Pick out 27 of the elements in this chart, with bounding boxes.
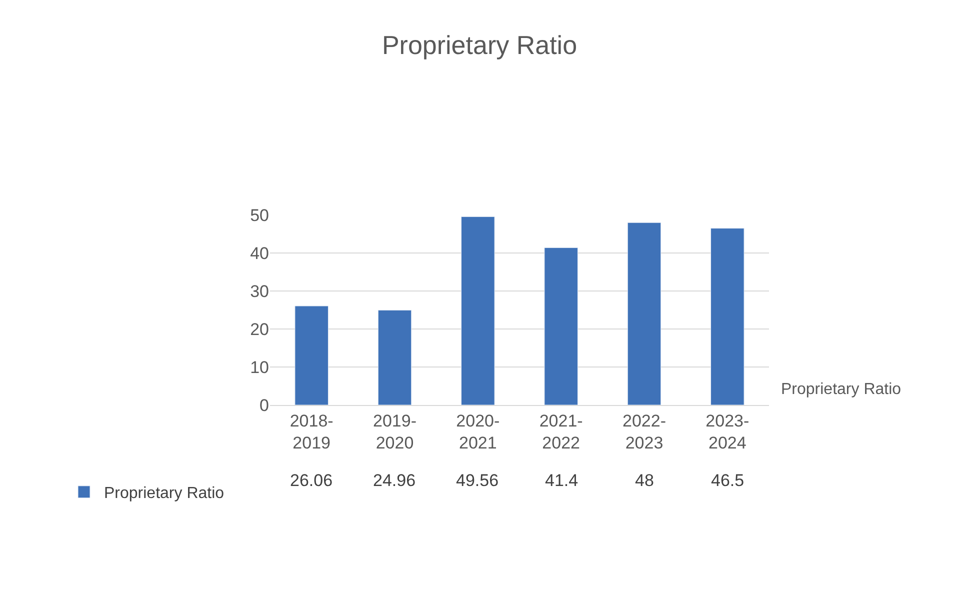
x-tick-label: 2020-2021 [456,411,500,452]
y-tick-label: 10 [250,358,269,377]
bar [544,247,578,405]
y-tick-label: 0 [260,396,269,415]
data-label: 24.96 [373,471,416,490]
text: Proprietary Ratio [781,381,902,398]
y-tick-label: 20 [250,320,269,339]
legend-label: Proprietary Ratio [104,485,224,502]
data-label: 46.5 [711,471,744,490]
bar [627,222,662,405]
y-tick-label: 40 [250,244,269,263]
data-label: 48 [635,471,654,490]
bar [294,306,328,405]
x-tick-label: 2019-2020 [373,411,416,452]
data-label: 41.4 [545,471,578,490]
y-tick-label: 50 [250,206,269,225]
bar [378,310,412,405]
y-tick-label: 30 [250,282,269,301]
bar [710,228,744,405]
x-tick-label: 2022-2023 [622,411,666,452]
data-label: 49.56 [456,471,499,490]
x-tick-label: 2023-2024 [706,411,750,452]
x-tick-label: 2021-2022 [539,411,583,452]
x-tick-label: 2018-2019 [290,411,334,452]
data-label: 26.06 [290,471,333,490]
chart-title: Proprietary Ratio [382,30,578,60]
bar [461,216,495,405]
